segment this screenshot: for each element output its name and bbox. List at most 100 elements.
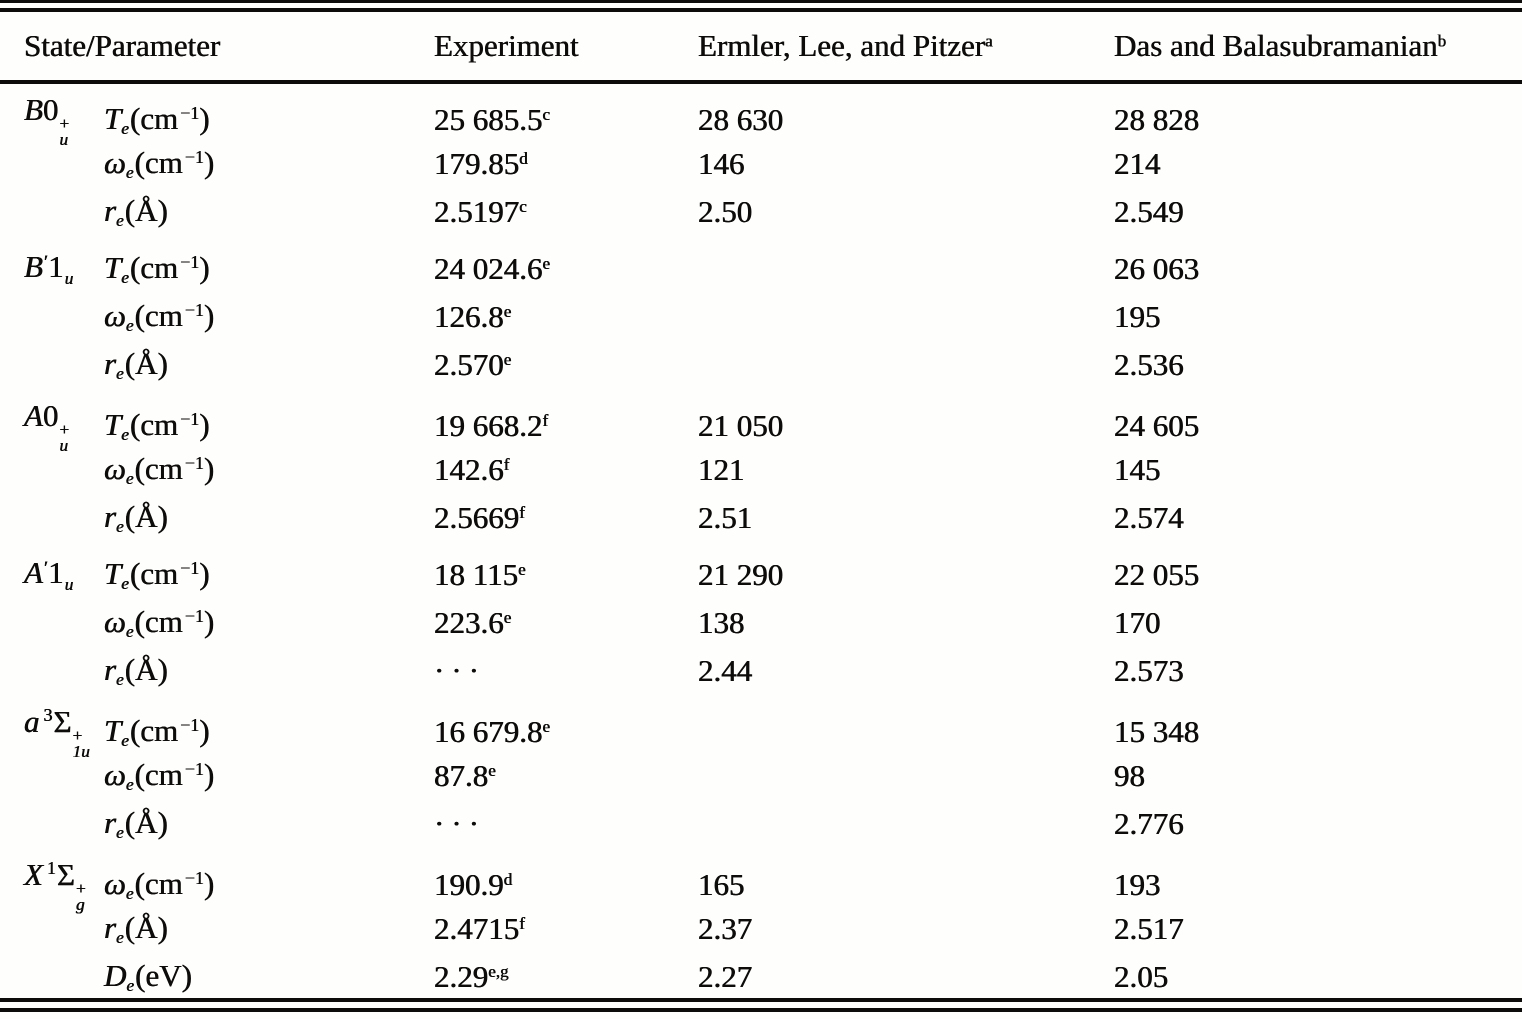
value-das-balasubramanian-cell: 193 <box>1114 867 1522 903</box>
footnote-marker: f <box>519 913 525 933</box>
parameter-unit-exponent: −1 <box>184 759 204 780</box>
parameter-unit: cm <box>140 407 179 443</box>
value-ermler-lee-pitzer: 146 <box>698 146 745 181</box>
footnote-marker: c <box>542 105 551 125</box>
value-das-balasubramanian-cell: 22 055 <box>1114 557 1522 593</box>
value-das-balasubramanian-cell: 2.776 <box>1114 806 1522 842</box>
parameter-label: Te(cm −1) <box>104 101 434 139</box>
state-term-symbol: 0 <box>42 398 59 433</box>
parameter-unit-exponent: −1 <box>180 409 200 430</box>
state-term-symbol: Σ <box>53 704 72 739</box>
header-footnote-a: a <box>985 31 993 51</box>
value-experiment: 179.85 <box>434 146 520 181</box>
footnote-marker: e <box>503 301 512 321</box>
parameter-symbol: ω <box>104 866 126 902</box>
parameter-symbol: ω <box>104 144 126 180</box>
value-experiment: ··· <box>434 653 486 688</box>
value-das-balasubramanian-cell: 2.536 <box>1114 347 1522 383</box>
parameter-unit-open: ( <box>134 297 145 333</box>
parameter-label: re(Å) <box>104 346 434 384</box>
value-das-balasubramanian-cell: 98 <box>1114 758 1522 794</box>
table-blocks: B0 + u Te(cm −1) 25 685.5c 28 630 28 828 ωe(cm −1… <box>0 86 1522 1001</box>
state-label-cell: a 3Σ +1u <box>24 704 104 761</box>
parameter-subscript: e <box>121 731 129 751</box>
parameter-unit-open: ( <box>124 498 136 534</box>
value-das-balasubramanian: 26 063 <box>1114 251 1200 286</box>
value-experiment: 16 679.8 <box>434 714 543 750</box>
value-experiment-cell: 87.8e <box>434 758 698 794</box>
parameter-subscript: e <box>121 268 129 288</box>
parameter-unit-open: ( <box>134 866 145 902</box>
header-state-parameter: State/Parameter <box>24 28 221 63</box>
value-das-balasubramanian: 193 <box>1114 867 1161 903</box>
parameter-unit: cm <box>140 713 179 749</box>
value-experiment-cell: 223.6e <box>434 605 698 641</box>
footnote-marker: e <box>518 559 526 579</box>
parameter-label: ωe(cm −1) <box>104 604 434 642</box>
value-experiment: ··· <box>434 806 486 841</box>
value-ermler-lee-pitzer: 165 <box>698 867 745 903</box>
parameter-symbol: r <box>104 804 117 840</box>
parameter-subscript: e <box>116 211 124 231</box>
value-ermler-lee-pitzer-cell: 28 630 <box>698 102 1114 138</box>
parameter-unit-open: ( <box>129 101 141 137</box>
state-block: a 3Σ +1u Te(cm −1) 16 679.8e 15 348 ωe(cm −1) 87.… <box>0 695 1522 848</box>
value-das-balasubramanian-cell: 28 828 <box>1114 102 1522 138</box>
state-multiplicity: 1 <box>46 857 56 878</box>
value-das-balasubramanian: 170 <box>1114 605 1161 640</box>
parameter-subscript: e <box>116 517 124 537</box>
parameter-unit: Å <box>135 345 158 381</box>
header-ermler-lee-pitzer-label: Ermler, Lee, and Pitzer <box>698 28 986 63</box>
value-experiment: 24 024.6 <box>434 251 543 286</box>
parameter-unit-exponent: −1 <box>180 252 200 273</box>
parameter-label: ωe(cm −1) <box>104 451 434 489</box>
value-experiment-cell: 2.5197c <box>434 194 698 230</box>
value-das-balasubramanian: 2.549 <box>1114 194 1184 229</box>
table-bottom-rule-upper <box>0 998 1522 1002</box>
parameter-unit-close: ) <box>157 192 168 228</box>
footnote-marker: f <box>503 454 510 474</box>
parameter-label: De(eV) <box>104 958 434 996</box>
value-experiment: 2.570 <box>434 347 504 382</box>
parameter-unit-open: ( <box>124 345 136 381</box>
parameter-label: ωe(cm −1) <box>104 757 434 795</box>
footnote-marker: d <box>503 870 513 890</box>
state-subscript: u <box>64 574 74 594</box>
value-ermler-lee-pitzer-cell: 2.44 <box>698 653 1114 689</box>
value-das-balasubramanian-cell: 2.517 <box>1114 911 1522 947</box>
parameter-unit: Å <box>135 909 158 945</box>
parameter-symbol: ω <box>104 756 126 792</box>
parameter-label: Te(cm −1) <box>104 407 434 445</box>
parameter-label: Te(cm −1) <box>104 250 434 288</box>
parameter-symbol: T <box>104 407 122 443</box>
value-das-balasubramanian-cell: 170 <box>1114 605 1522 641</box>
state-subscript: g <box>75 895 85 915</box>
table-row: ωe(cm −1) 223.6e 138 170 <box>0 599 1522 647</box>
parameter-label: ωe(cm −1) <box>104 298 434 336</box>
state-letter: X <box>24 857 43 892</box>
parameter-symbol: ω <box>104 450 126 486</box>
footnote-marker: f <box>542 411 549 431</box>
value-ermler-lee-pitzer: 121 <box>698 452 745 487</box>
parameter-unit: cm <box>140 555 179 591</box>
parameter-unit: eV <box>145 957 182 993</box>
parameter-unit-open: ( <box>135 957 146 993</box>
parameter-label: ωe(cm −1) <box>104 145 434 183</box>
parameter-subscript: e <box>125 163 134 183</box>
parameter-label: re(Å) <box>104 652 434 690</box>
footnote-marker: e <box>542 253 551 273</box>
value-experiment: 25 685.5 <box>434 102 543 138</box>
parameter-unit-open: ( <box>124 192 136 228</box>
parameter-unit-exponent: −1 <box>184 453 204 474</box>
parameter-unit: cm <box>140 249 179 285</box>
state-multiplicity: 3 <box>43 704 53 725</box>
parameter-unit-open: ( <box>124 804 136 840</box>
value-experiment-cell: 142.6f <box>434 452 698 488</box>
parameter-label: Te(cm −1) <box>104 713 434 751</box>
parameter-unit: Å <box>135 651 158 687</box>
value-das-balasubramanian-cell: 195 <box>1114 299 1522 335</box>
parameter-label: re(Å) <box>104 910 434 948</box>
parameter-unit-close: ) <box>203 450 215 486</box>
value-das-balasubramanian: 2.573 <box>1114 653 1184 688</box>
